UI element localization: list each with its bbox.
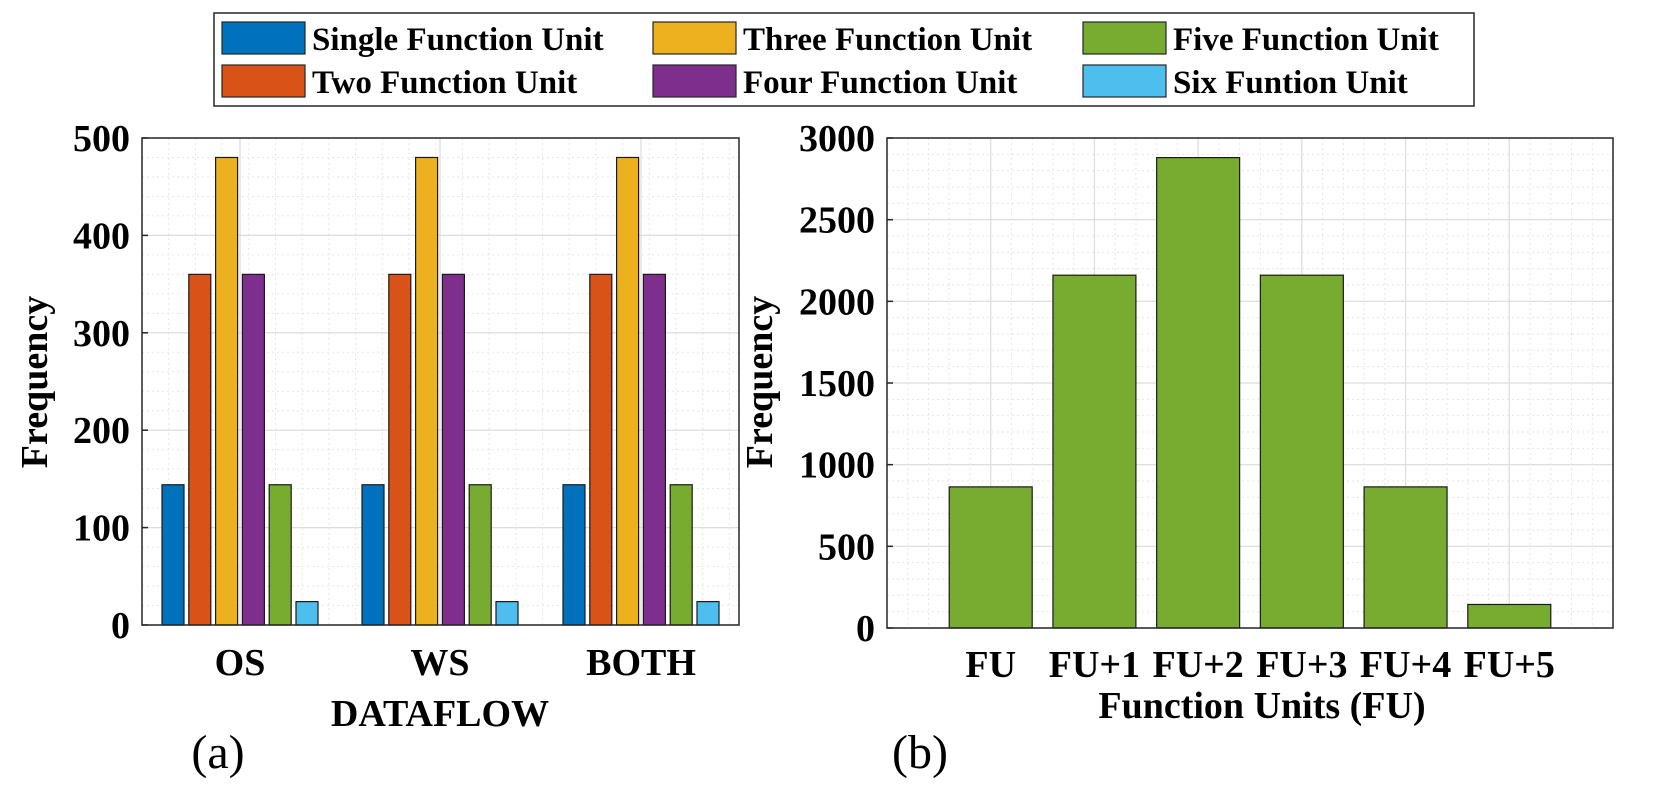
legend-swatch	[1082, 64, 1167, 98]
bar-five-both	[669, 484, 693, 626]
x-tick-label: FU+5	[1464, 644, 1555, 686]
panel-b-x-tick-labels: FU FU+1 FU+2 FU+3 FU+4 FU+5	[965, 644, 1555, 686]
panel-b-x-axis-label: Function Units (FU)	[1098, 685, 1425, 727]
bar-single-ws	[361, 484, 385, 626]
y-tick-label: 1500	[799, 363, 875, 405]
panel-a: 0 100 200 300 400 500 OS WS BOTH Frequency DATA…	[14, 118, 740, 779]
y-tick-label: 1000	[799, 445, 875, 487]
panel-b-y-tick-labels: 0 500 1000 1500 2000 2500 3000	[799, 118, 893, 650]
bar-six-both	[696, 601, 720, 626]
x-tick-label: FU	[965, 644, 1016, 686]
bar-four-both	[642, 273, 667, 626]
y-tick-label: 500	[818, 526, 875, 568]
panel-b-label: (b)	[892, 726, 948, 779]
panel-a-y-tick-labels: 0 100 200 300 400 500	[73, 118, 148, 647]
legend-label: Two Function Unit	[312, 65, 577, 101]
bar-fu-plus-1	[1052, 274, 1137, 629]
x-tick-label: OS	[215, 642, 266, 684]
bar-four-ws	[441, 273, 465, 626]
x-tick-label: BOTH	[586, 642, 696, 684]
legend-label: Three Function Unit	[743, 22, 1032, 58]
bar-two-os	[188, 273, 212, 626]
x-tick-label: FU+3	[1256, 644, 1347, 686]
legend-label: Four Function Unit	[743, 65, 1017, 101]
y-tick-label: 0	[111, 605, 130, 647]
legend-swatch	[221, 21, 306, 55]
x-tick-label: WS	[410, 642, 469, 684]
bar-four-os	[241, 273, 265, 626]
panel-b-bars	[948, 157, 1552, 629]
bar-fu-plus-3	[1259, 274, 1344, 629]
bar-three-both	[615, 156, 640, 626]
legend-swatch	[652, 21, 737, 55]
legend-swatch	[221, 64, 306, 98]
bar-fu	[948, 486, 1033, 629]
y-tick-label: 2500	[799, 200, 875, 242]
bar-single-both	[562, 484, 586, 626]
x-tick-label: FU+2	[1152, 644, 1243, 686]
legend-label: Five Function Unit	[1173, 22, 1439, 58]
y-tick-label: 400	[73, 215, 130, 257]
panel-b-y-axis-label: Frequency	[739, 296, 781, 468]
panel-a-bars	[161, 156, 720, 626]
legend-swatch	[652, 64, 737, 98]
bar-three-ws	[415, 156, 439, 626]
legend-swatch	[1082, 21, 1167, 55]
x-tick-label: FU+1	[1049, 644, 1140, 686]
y-tick-label: 300	[73, 313, 130, 355]
bar-two-both	[589, 273, 613, 626]
panel-a-x-axis-label: DATAFLOW	[331, 693, 549, 735]
y-tick-label: 100	[73, 508, 130, 550]
y-tick-label: 3000	[799, 118, 875, 160]
bar-six-os	[295, 601, 319, 626]
legend-label: Six Funtion Unit	[1173, 65, 1408, 101]
bar-five-os	[268, 484, 292, 626]
legend-label: Single Function Unit	[312, 22, 604, 58]
bar-single-os	[161, 484, 185, 626]
bar-two-ws	[388, 273, 412, 626]
legend: Single Function Unit Three Function Unit F…	[213, 12, 1475, 107]
y-tick-label: 0	[856, 608, 875, 650]
panel-a-x-tick-labels: OS WS BOTH	[215, 642, 696, 684]
bar-six-ws	[495, 601, 519, 626]
panel-a-label: (a)	[191, 726, 244, 779]
y-tick-label: 2000	[799, 281, 875, 323]
panel-a-y-axis-label: Frequency	[14, 296, 56, 468]
legend-box	[213, 12, 1475, 107]
bar-fu-plus-2	[1156, 157, 1241, 629]
panel-a-axes-box	[141, 137, 740, 626]
bar-three-os	[215, 156, 239, 626]
x-tick-label: FU+4	[1360, 644, 1451, 686]
bar-fu-plus-4	[1363, 486, 1448, 629]
bar-fu-plus-5	[1467, 603, 1552, 629]
bar-five-ws	[468, 484, 492, 626]
y-tick-label: 500	[73, 118, 130, 160]
y-tick-label: 200	[73, 410, 130, 452]
